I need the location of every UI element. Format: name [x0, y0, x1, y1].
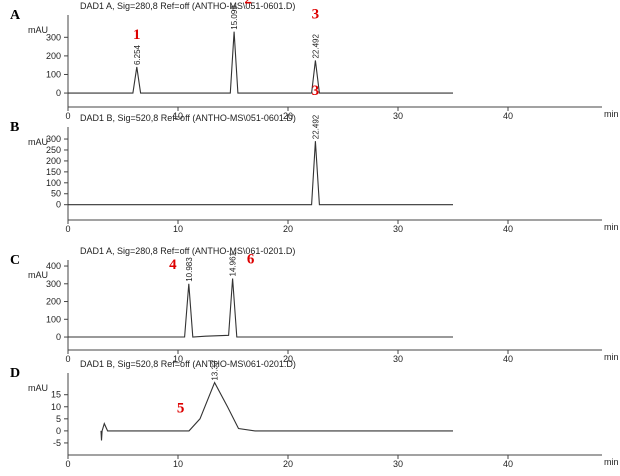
retention-time: 14.961 [229, 251, 238, 276]
y-axis-label: mAU [28, 25, 48, 35]
retention-time: 6.254 [133, 44, 142, 65]
x-axis-label: min [604, 109, 619, 119]
y-tick-label: 200 [46, 156, 61, 166]
x-tick-label: 0 [65, 354, 70, 364]
y-tick-label: 0 [56, 426, 61, 436]
y-tick-label: 150 [46, 167, 61, 177]
chart-title: DAD1 A, Sig=280,8 Ref=off (ANTHO-MS\051-… [80, 1, 295, 11]
trace [68, 278, 453, 338]
retention-time: 13.33 [211, 360, 220, 381]
x-tick-label: 10 [173, 111, 183, 121]
x-tick-label: 20 [283, 224, 293, 234]
peak-number: 1 [133, 27, 141, 43]
y-tick-label: 300 [46, 134, 61, 144]
y-tick-label: 100 [46, 178, 61, 188]
y-tick-label: 10 [51, 402, 61, 412]
retention-time: 10.983 [185, 257, 194, 282]
y-tick-label: 100 [46, 69, 61, 79]
x-tick-label: 10 [173, 354, 183, 364]
y-tick-label: 15 [51, 390, 61, 400]
peak-number: 5 [177, 401, 185, 417]
y-tick-label: 5 [56, 414, 61, 424]
x-tick-label: 20 [283, 111, 293, 121]
x-tick-label: 40 [503, 224, 513, 234]
x-tick-label: 40 [503, 111, 513, 121]
x-tick-label: 20 [283, 459, 293, 469]
panel-label: D [10, 366, 20, 381]
x-axis-label: min [604, 352, 619, 362]
y-tick-label: 200 [46, 297, 61, 307]
retention-time: 22.492 [311, 114, 320, 139]
x-tick-label: 30 [393, 111, 403, 121]
retention-time: 15.099 [230, 5, 239, 30]
peak-number: 2 [244, 0, 252, 8]
y-tick-label: 0 [56, 332, 61, 342]
chart-title: DAD1 B, Sig=520,8 Ref=off (ANTHO-MS\051-… [80, 113, 296, 123]
retention-time: 22.492 [311, 34, 320, 59]
y-tick-label: 0 [56, 200, 61, 210]
peak-number: 3 [312, 83, 320, 99]
y-tick-label: 0 [56, 88, 61, 98]
y-tick-label: 400 [46, 261, 61, 271]
y-tick-label: 250 [46, 145, 61, 155]
x-axis-label: min [604, 222, 619, 232]
x-tick-label: 0 [65, 224, 70, 234]
peak-number: 3 [312, 7, 320, 23]
y-tick-label: -5 [53, 438, 61, 448]
chart-title: DAD1 A, Sig=280,8 Ref=off (ANTHO-MS\061-… [80, 246, 295, 256]
peak-number: 4 [169, 257, 177, 273]
trace [68, 31, 453, 94]
x-tick-label: 30 [393, 224, 403, 234]
panel-label: B [10, 120, 19, 135]
x-tick-label: 40 [503, 459, 513, 469]
y-axis-label: mAU [28, 137, 48, 147]
panel-label: A [10, 8, 21, 23]
trace [68, 141, 453, 206]
y-axis-label: mAU [28, 270, 48, 280]
trace [100, 381, 453, 441]
x-tick-label: 20 [283, 354, 293, 364]
x-tick-label: 40 [503, 354, 513, 364]
peak-number: 6 [247, 251, 255, 267]
x-tick-label: 0 [65, 459, 70, 469]
x-tick-label: 30 [393, 459, 403, 469]
y-tick-label: 50 [51, 189, 61, 199]
panel-label: C [10, 253, 20, 268]
y-tick-label: 100 [46, 314, 61, 324]
x-tick-label: 0 [65, 111, 70, 121]
x-axis-label: min [604, 457, 619, 467]
y-tick-label: 300 [46, 32, 61, 42]
chart-title: DAD1 B, Sig=520,8 Ref=off (ANTHO-MS\061-… [80, 359, 296, 369]
y-tick-label: 200 [46, 51, 61, 61]
x-tick-label: 30 [393, 354, 403, 364]
x-tick-label: 10 [173, 459, 183, 469]
y-axis-label: mAU [28, 383, 48, 393]
x-tick-label: 10 [173, 224, 183, 234]
y-tick-label: 300 [46, 279, 61, 289]
